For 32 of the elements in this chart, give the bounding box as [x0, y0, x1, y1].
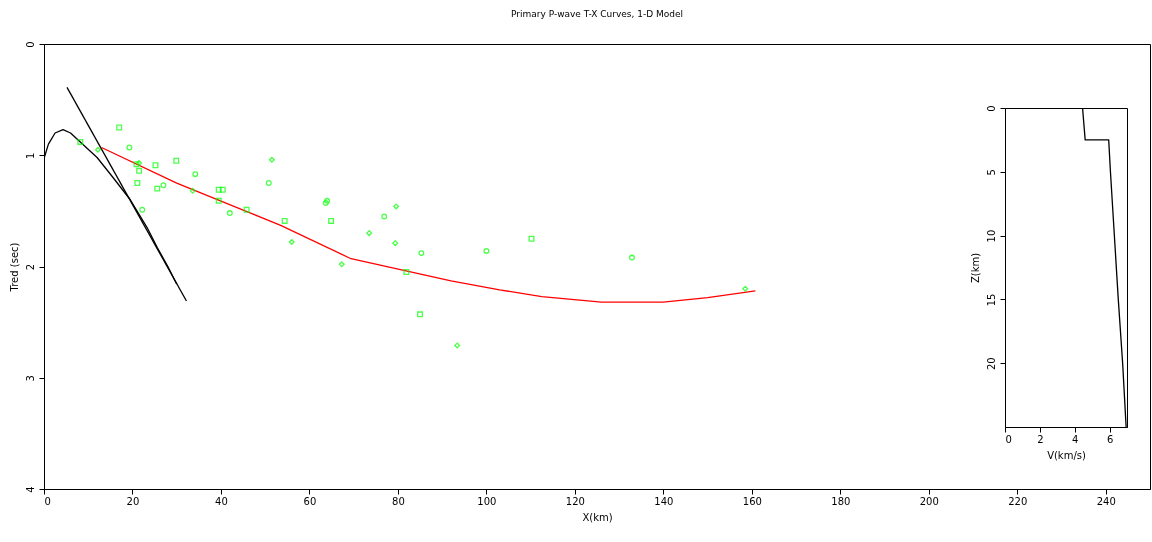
x-tick-label: 240: [1096, 495, 1116, 507]
y-tick-label: 0: [985, 105, 997, 112]
x-tick-label: 0: [1005, 433, 1012, 445]
x-tick-label: 2: [1037, 433, 1044, 445]
x-tick-label: 180: [831, 495, 851, 507]
x-tick-label: 20: [126, 495, 140, 507]
x-tick-label: 160: [742, 495, 762, 507]
x-tick-label: 220: [1008, 495, 1028, 507]
x-tick-label: 60: [303, 495, 317, 507]
chart-title: Primary P-wave T-X Curves, 1-D Model: [511, 8, 683, 19]
y-tick-label: 1: [24, 152, 36, 159]
y-tick-label: 10: [985, 229, 997, 243]
x-axis-title: X(km): [582, 511, 613, 523]
x-tick-label: 4: [1072, 433, 1079, 445]
x-tick-label: 6: [1106, 433, 1114, 445]
x-tick-label: 100: [477, 495, 497, 507]
y-tick-label: 4: [24, 486, 36, 493]
y-tick-label: 15: [985, 293, 997, 307]
x-tick-label: 40: [215, 495, 228, 507]
y-axis-title: Z(km): [969, 252, 981, 284]
x-axis-title: V(km/s): [1047, 449, 1086, 461]
x-tick-label: 0: [44, 495, 51, 507]
y-tick-label: 3: [24, 375, 36, 382]
y-tick-label: 2: [24, 263, 36, 271]
x-tick-label: 80: [392, 495, 405, 507]
y-axis-title: Tred (sec): [8, 242, 20, 293]
x-tick-label: 120: [565, 495, 585, 507]
x-tick-label: 200: [919, 495, 939, 507]
y-tick-label: 5: [985, 169, 997, 176]
y-tick-label: 20: [985, 357, 997, 371]
y-tick-label: 0: [24, 41, 36, 48]
x-tick-label: 140: [654, 495, 674, 507]
